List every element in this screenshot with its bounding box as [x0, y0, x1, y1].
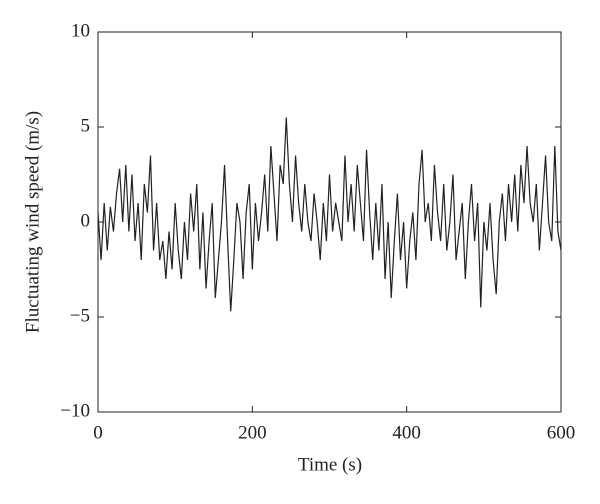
x-axis-label: Time (s)	[298, 454, 362, 475]
y-tick-label: 5	[81, 115, 91, 136]
data-line	[97, 117, 562, 312]
x-tick-label: 0	[93, 422, 103, 443]
x-tick-label: 600	[547, 422, 576, 443]
y-tick-label: 10	[71, 20, 90, 41]
y-axis-label: Fluctuating wind speed (m/s)	[22, 111, 43, 333]
x-tick-label: 200	[238, 422, 267, 443]
y-tick-label: −10	[60, 400, 90, 421]
y-tick-label: −5	[70, 305, 90, 326]
x-tick-label: 400	[392, 422, 421, 443]
y-tick-label: 0	[81, 210, 91, 231]
